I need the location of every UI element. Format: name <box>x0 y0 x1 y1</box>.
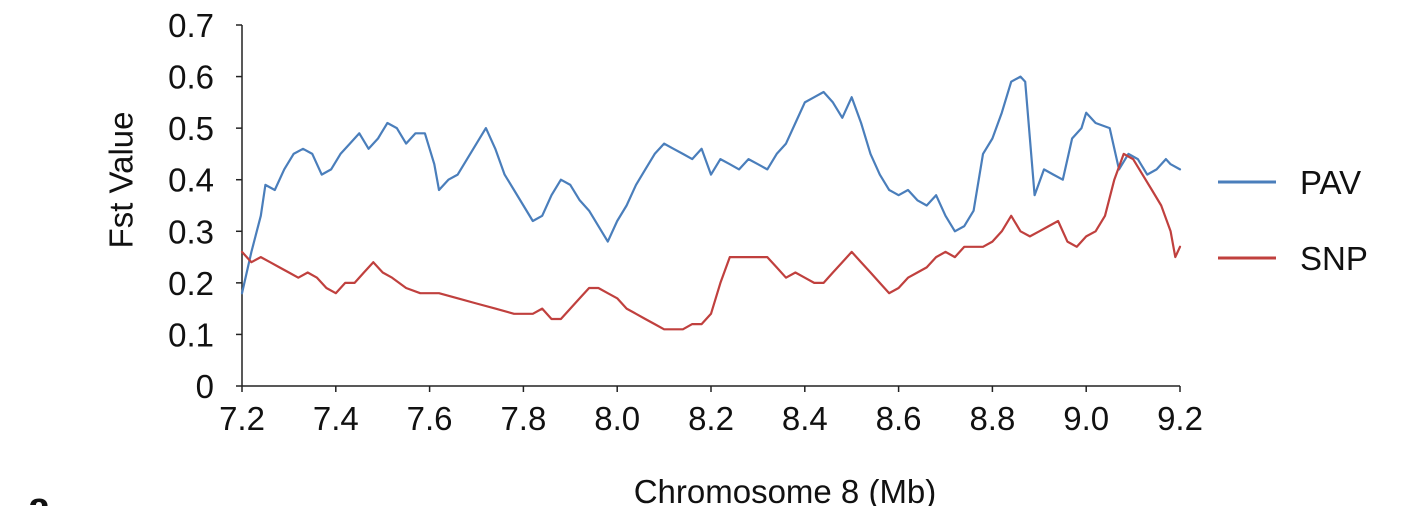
legend-label-snp: SNP <box>1300 240 1368 277</box>
x-tick-label: 7.2 <box>219 400 265 437</box>
x-tick-label: 8.8 <box>969 400 1015 437</box>
plot-area: 0 0.1 0.2 0.3 0.4 0.5 0.6 0.7 7.2 7.4 7.6 7.8 8.0 8.… <box>168 7 1203 437</box>
legend: PAV SNP <box>1218 164 1368 277</box>
y-axis-title: Fst Value <box>103 112 140 249</box>
y-tick-label: 0 <box>196 368 214 405</box>
y-axis-ticks: 0 0.1 0.2 0.3 0.4 0.5 0.6 0.7 <box>168 7 242 405</box>
x-tick-label: 7.4 <box>313 400 359 437</box>
y-tick-label: 0.7 <box>168 7 214 44</box>
x-tick-label: 9.2 <box>1157 400 1203 437</box>
series-lines <box>240 75 1182 331</box>
x-tick-label: 9.0 <box>1063 400 1109 437</box>
panel-label: a <box>28 485 51 506</box>
series-line-pav <box>240 75 1182 295</box>
x-axis-title: Chromosome 8 (Mb) <box>634 473 937 506</box>
y-tick-label: 0.6 <box>168 59 214 96</box>
x-tick-label: 8.6 <box>876 400 922 437</box>
x-tick-label: 8.4 <box>782 400 828 437</box>
legend-label-pav: PAV <box>1300 164 1361 201</box>
y-tick-label: 0.4 <box>168 162 214 199</box>
series-line-snp <box>240 152 1182 331</box>
x-tick-label: 7.6 <box>407 400 453 437</box>
x-tick-label: 7.8 <box>500 400 546 437</box>
x-tick-label: 8.0 <box>594 400 640 437</box>
y-tick-label: 0.5 <box>168 110 214 147</box>
x-tick-label: 8.2 <box>688 400 734 437</box>
x-axis-ticks: 7.2 7.4 7.6 7.8 8.0 8.2 8.4 8.6 8.8 9.0 9.2 <box>219 386 1203 437</box>
y-tick-label: 0.3 <box>168 213 214 250</box>
y-tick-label: 0.2 <box>168 265 214 302</box>
y-tick-label: 0.1 <box>168 316 214 353</box>
